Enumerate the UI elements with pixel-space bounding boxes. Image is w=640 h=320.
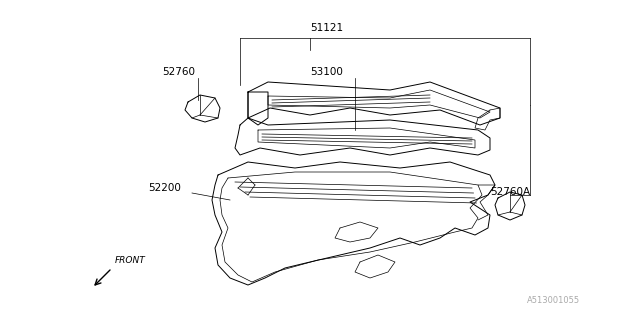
Text: 52760A: 52760A <box>490 187 530 197</box>
Text: 52200: 52200 <box>148 183 181 193</box>
Text: 51121: 51121 <box>310 23 343 33</box>
Text: A513001055: A513001055 <box>527 296 580 305</box>
Text: 53100: 53100 <box>310 67 343 77</box>
Text: FRONT: FRONT <box>115 256 146 265</box>
Text: 52760: 52760 <box>162 67 195 77</box>
